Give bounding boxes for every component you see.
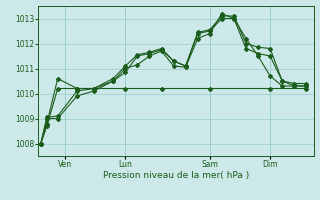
X-axis label: Pression niveau de la mer( hPa ): Pression niveau de la mer( hPa ) <box>103 171 249 180</box>
